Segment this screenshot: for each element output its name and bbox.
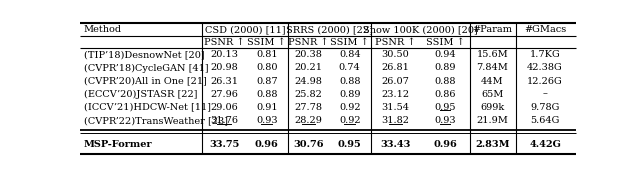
Text: 44M: 44M (481, 76, 504, 86)
Text: Snow 100K (2000) [20]: Snow 100K (2000) [20] (363, 25, 477, 34)
Text: 30.76: 30.76 (293, 141, 324, 149)
Text: 29.06: 29.06 (211, 103, 238, 112)
Text: 5.64G: 5.64G (531, 116, 560, 125)
Text: 7.84M: 7.84M (476, 64, 508, 72)
Text: (CVPR’18)CycleGAN [41]: (CVPR’18)CycleGAN [41] (84, 63, 209, 72)
Text: 28.29: 28.29 (294, 116, 323, 125)
Text: 0.96: 0.96 (255, 141, 278, 149)
Text: 4.42G: 4.42G (529, 141, 561, 149)
Text: 20.13: 20.13 (210, 50, 238, 59)
Text: 0.81: 0.81 (256, 50, 278, 59)
Text: (TIP’18)DesnowNet [20]: (TIP’18)DesnowNet [20] (84, 50, 205, 59)
Text: 27.78: 27.78 (294, 103, 323, 112)
Text: 0.74: 0.74 (339, 64, 360, 72)
Text: 25.82: 25.82 (294, 90, 323, 99)
Text: 31.76: 31.76 (210, 116, 238, 125)
Text: #GMacs: #GMacs (524, 25, 566, 34)
Text: 0.96: 0.96 (433, 141, 457, 149)
Text: CSD (2000) [11]: CSD (2000) [11] (205, 25, 285, 34)
Text: 33.43: 33.43 (380, 141, 411, 149)
Text: 30.50: 30.50 (381, 50, 410, 59)
Text: PSNR ↑: PSNR ↑ (204, 38, 244, 47)
Text: 0.88: 0.88 (435, 76, 456, 86)
Text: 27.96: 27.96 (210, 90, 238, 99)
Text: SRRS (2000) [22]: SRRS (2000) [22] (285, 25, 372, 34)
Text: 0.87: 0.87 (256, 76, 278, 86)
Text: 42.38G: 42.38G (527, 64, 563, 72)
Text: 20.98: 20.98 (211, 64, 238, 72)
Text: 0.95: 0.95 (338, 141, 362, 149)
Text: 24.98: 24.98 (294, 76, 323, 86)
Text: MSP-Former: MSP-Former (84, 141, 152, 149)
Text: 0.88: 0.88 (256, 90, 278, 99)
Text: 20.21: 20.21 (294, 64, 323, 72)
Text: PSNR ↑: PSNR ↑ (375, 38, 415, 47)
Text: 0.94: 0.94 (434, 50, 456, 59)
Text: SSIM ↑: SSIM ↑ (248, 38, 286, 47)
Text: 21.9M: 21.9M (476, 116, 508, 125)
Text: 26.31: 26.31 (210, 76, 238, 86)
Text: (CVPR’22)TransWeather [23]: (CVPR’22)TransWeather [23] (84, 116, 228, 125)
Text: 0.84: 0.84 (339, 50, 360, 59)
Text: PSNR ↑: PSNR ↑ (289, 38, 329, 47)
Text: (CVPR’20)All in One [21]: (CVPR’20)All in One [21] (84, 76, 207, 86)
Text: 20.38: 20.38 (294, 50, 323, 59)
Text: 0.88: 0.88 (339, 76, 360, 86)
Text: 0.93: 0.93 (256, 116, 278, 125)
Text: 26.07: 26.07 (381, 76, 410, 86)
Text: 0.91: 0.91 (256, 103, 278, 112)
Text: 31.54: 31.54 (381, 103, 410, 112)
Text: 1.7KG: 1.7KG (530, 50, 561, 59)
Text: 0.80: 0.80 (256, 64, 278, 72)
Text: 0.89: 0.89 (339, 90, 360, 99)
Text: SSIM ↑: SSIM ↑ (330, 38, 369, 47)
Text: 65M: 65M (481, 90, 504, 99)
Text: 2.83M: 2.83M (475, 141, 509, 149)
Text: 31.82: 31.82 (381, 116, 410, 125)
Text: SSIM ↑: SSIM ↑ (426, 38, 465, 47)
Text: –: – (543, 90, 547, 99)
Text: 26.81: 26.81 (381, 64, 410, 72)
Text: 12.26G: 12.26G (527, 76, 563, 86)
Text: 0.86: 0.86 (435, 90, 456, 99)
Text: Method: Method (84, 25, 122, 34)
Text: (ICCV’21)HDCW-Net [11]: (ICCV’21)HDCW-Net [11] (84, 103, 211, 112)
Text: 15.6M: 15.6M (476, 50, 508, 59)
Text: (ECCV’20)JSTASR [22]: (ECCV’20)JSTASR [22] (84, 90, 197, 99)
Text: 0.95: 0.95 (435, 103, 456, 112)
Text: 0.92: 0.92 (339, 116, 360, 125)
Text: 0.93: 0.93 (434, 116, 456, 125)
Text: #Param: #Param (473, 25, 513, 34)
Text: 33.75: 33.75 (209, 141, 239, 149)
Text: 699k: 699k (480, 103, 504, 112)
Text: 0.92: 0.92 (339, 103, 360, 112)
Text: 0.89: 0.89 (435, 64, 456, 72)
Text: 23.12: 23.12 (381, 90, 410, 99)
Text: 9.78G: 9.78G (531, 103, 560, 112)
